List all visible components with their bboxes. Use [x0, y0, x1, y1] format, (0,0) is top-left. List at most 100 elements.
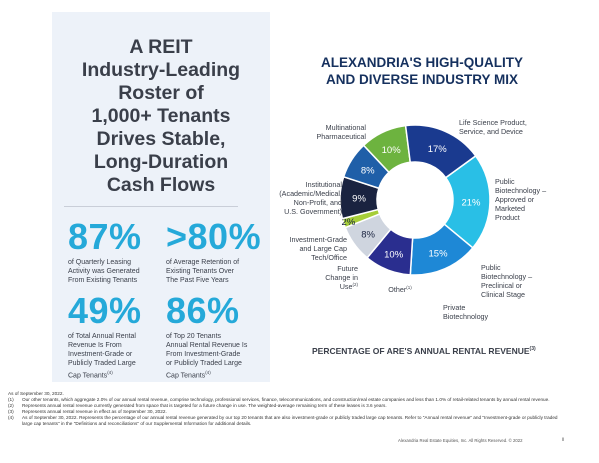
slice-category-label-line: Multinational [326, 123, 367, 132]
page-number: ii [562, 437, 565, 443]
footnote-item: (3) Represents annual rental revenue in e… [8, 409, 568, 415]
footnote-number: (4) [8, 415, 14, 421]
stat-label-line: of Total Annual Rental [68, 333, 136, 340]
footnote-as-of: As of September 30, 2022. [8, 391, 64, 396]
slice-category-label-line: Future [337, 264, 358, 273]
stat-label-line: Cap Tenants(4) [166, 370, 211, 380]
stat-label-line: of Quarterly Leasing [68, 259, 132, 266]
stat-label: of Quarterly Leasing Activity was Generat… [68, 258, 168, 285]
slice-category-label: Investment-Grade and Large Cap Tech/Office [289, 235, 347, 262]
headline: A REIT Industry-Leading Roster of 1,000+ Te… [52, 36, 270, 197]
footnote-number: (3) [8, 409, 14, 415]
slice-category-label-line: Use [340, 282, 353, 291]
stat-label-line: of Average Retention of [166, 259, 240, 266]
divider [64, 206, 238, 207]
stat-label-line: Investment-Grade or [68, 351, 133, 358]
stat-label-line: Revenue Is From [68, 342, 122, 349]
stat-retention: >80% of Average Retention of Existing Ten… [166, 218, 266, 285]
stat-label-line: The Past Five Years [166, 277, 229, 284]
chart-title-line: ALEXANDRIA'S HIGH-QUALITY [321, 55, 523, 70]
stat-value: 86% [166, 290, 240, 331]
footnote-text: Our other tenants, which aggregate 2.0% … [22, 397, 550, 403]
headline-line: Industry-Leading [81, 59, 241, 81]
chart-caption-text: PERCENTAGE OF ARE'S ANNUAL RENTAL REVENU… [312, 346, 530, 356]
slice-value-label: 9% [352, 194, 366, 205]
slice-category-label: Private Biotechnology [443, 303, 489, 321]
slice-category-label-line: Institutional [306, 180, 343, 189]
stat-existing-tenants-leasing: 87% of Quarterly Leasing Activity was Gen… [68, 218, 168, 285]
headline-line: 1,000+ Tenants [91, 105, 231, 127]
slice-category-label-line: Public [495, 177, 515, 186]
slice-category-label-line: Biotechnology – [495, 186, 546, 195]
slice-category-label-line: Biotechnology [443, 312, 489, 321]
slice-category-label-line: Life Science Product, [459, 118, 527, 127]
slice-category-label-line: and Large Cap [299, 244, 347, 253]
slice-value-label: 2% [342, 217, 356, 228]
stat-label-line: Publicly Traded Large [68, 360, 136, 367]
slice-category-label-line: Preclinical or [481, 281, 523, 290]
copyright: Alexandria Real Estate Equities, Inc. Al… [398, 438, 523, 443]
slice-category-label-line: Investment-Grade [289, 235, 347, 244]
slice-category-label: Multinational Pharmaceutical [316, 123, 366, 141]
slice-label-ref: (2) [353, 282, 359, 287]
chart-caption-ref: (3) [529, 346, 536, 353]
slice-category-label-line: Pharmaceutical [316, 132, 366, 141]
stat-top20-tenants: 86% of Top 20 Tenants Annual Rental Reven… [166, 292, 266, 380]
footnote-number: (2) [8, 403, 14, 409]
stat-label-line: or Publicly Traded Large [166, 360, 242, 367]
slice-category-label-line: Other [388, 285, 407, 294]
chart-caption: PERCENTAGE OF ARE'S ANNUAL RENTAL REVENU… [312, 346, 536, 356]
footnote-text: As of September 30, 2022. Represents the… [22, 415, 558, 427]
slice-category-label-line: Marketed [495, 204, 525, 213]
headline-line: Drives Stable, [96, 128, 226, 150]
headline-line: Roster of [118, 82, 204, 104]
stat-label-line: Annual Rental Revenue Is [166, 342, 248, 349]
stat-footnote-ref: (4) [107, 370, 113, 375]
footnote-number: (1) [8, 397, 14, 403]
slice-value-label: 10% [384, 249, 404, 260]
footnotes: As of September 30, 2022. (1) Our other t… [8, 391, 568, 428]
stat-value: 49% [68, 290, 142, 331]
slice-label-ref: (1) [406, 285, 412, 290]
stat-value: >80% [166, 216, 262, 257]
slice-value-label: 10% [382, 145, 402, 156]
slice-category-label-line: Product [495, 213, 520, 222]
chart-title: ALEXANDRIA'S HIGH-QUALITY AND DIVERSE IND… [288, 54, 556, 88]
slice-category-label: Public Biotechnology – Preclinical or Clini… [481, 263, 532, 299]
footnote-item: (2) Represents annual rental revenue curr… [8, 403, 568, 409]
slice-value-label: 15% [429, 249, 449, 260]
slice-category-label-line: Tech/Office [311, 253, 347, 262]
footnote-text: Represents annual rental revenue current… [22, 403, 387, 409]
slice-category-label: Public Biotechnology – Approved or Marketed… [495, 177, 546, 222]
slice-value-label: 8% [361, 230, 375, 241]
stat-investment-grade-revenue: 49% of Total Annual Rental Revenue Is Fro… [68, 292, 168, 380]
slice-value-label: 21% [461, 197, 481, 208]
slice-category-label: Future Change in Use(2) [325, 264, 358, 291]
chart-title-line: AND DIVERSE INDUSTRY MIX [325, 72, 519, 87]
stat-label-line: Activity was Generated [68, 268, 140, 275]
headline-line: Cash Flows [106, 174, 216, 196]
slice-value-label: 8% [361, 165, 375, 176]
slice-category-label-line: Service, and Device [459, 127, 523, 136]
slice-category-label-line: Private [443, 303, 465, 312]
slice-category-label: Institutional (Academic/Medical, Non-Profi… [279, 180, 342, 216]
stat-label-line: From Investment-Grade [166, 351, 241, 358]
stat-label-line: From Existing Tenants [68, 277, 138, 284]
slice-category-label-line: Approved or [495, 195, 535, 204]
stat-label: of Top 20 Tenants Annual Rental Revenue I… [166, 332, 266, 380]
slice-category-label-line: Biotechnology – [481, 272, 532, 281]
footnote-text: Represents annual rental revenue in effe… [22, 409, 167, 415]
stat-label-line: Cap Tenants(4) [68, 370, 113, 380]
slice-category-label-line: (Academic/Medical, [279, 189, 342, 198]
footnote-item: (4) As of September 30, 2022. Represents … [8, 415, 568, 427]
slice-category-label-line: Change in [325, 273, 358, 282]
stat-footnote-ref: (4) [205, 370, 211, 375]
slice-category-label-line: Clinical Stage [481, 290, 525, 299]
slice-value-label: 17% [428, 144, 448, 155]
stat-label-line: Existing Tenants Over [166, 268, 234, 275]
donut-slice [404, 124, 477, 179]
stat-label: of Average Retention of Existing Tenants … [166, 258, 266, 285]
slice-category-label: Life Science Product, Service, and Device [459, 118, 527, 136]
stat-label-line: of Top 20 Tenants [166, 333, 222, 340]
slice-category-label-line: Non-Profit, and [294, 198, 342, 207]
